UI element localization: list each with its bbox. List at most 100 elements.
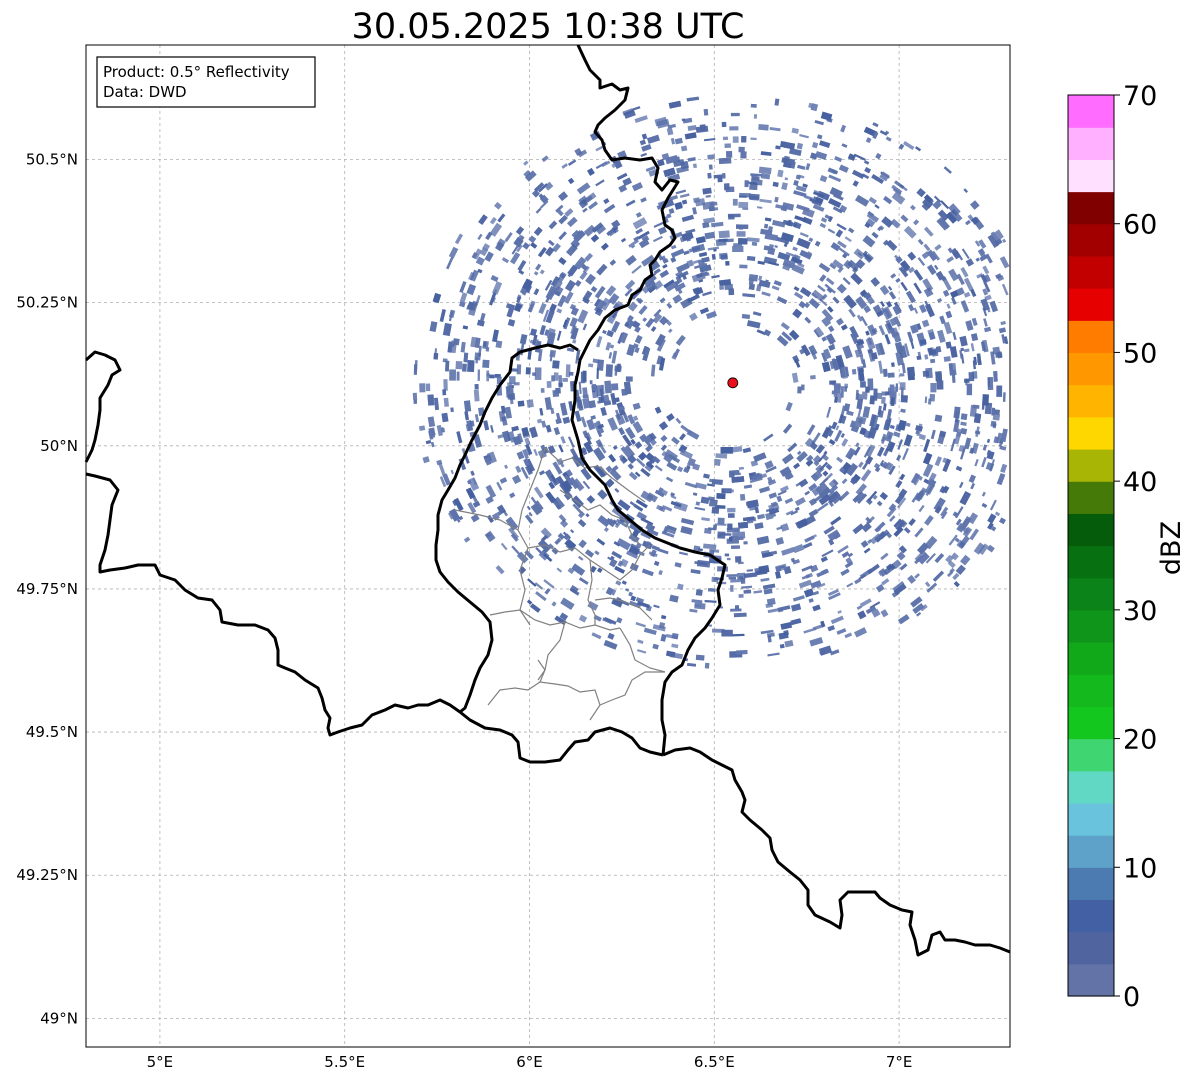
echo-cell	[628, 301, 638, 312]
echo-cell	[885, 531, 893, 539]
echo-cell	[616, 172, 628, 181]
echo-cell	[674, 202, 683, 210]
echo-cell	[474, 414, 480, 423]
echo-cell	[741, 585, 753, 589]
echo-cell	[856, 398, 864, 410]
echo-cell	[517, 433, 524, 443]
echo-cell	[873, 388, 878, 401]
echo-cell	[834, 429, 843, 442]
echo-cell	[618, 184, 628, 193]
echo-cell	[880, 609, 889, 618]
echo-cell	[551, 601, 557, 607]
echo-cell	[730, 112, 740, 117]
echo-cell	[987, 513, 997, 524]
echo-cell	[801, 565, 813, 572]
echo-cell	[805, 163, 811, 171]
echo-cell	[552, 461, 563, 475]
echo-cell	[470, 513, 480, 523]
echo-cell	[990, 351, 996, 365]
echo-cell	[519, 333, 528, 345]
echo-cell	[707, 246, 720, 251]
echo-cell	[521, 426, 530, 437]
echo-cell	[544, 329, 550, 336]
echo-cell	[643, 435, 653, 445]
echo-cell	[551, 375, 555, 382]
echo-cell	[560, 436, 566, 444]
echo-cell	[726, 557, 731, 561]
echo-cell	[1000, 463, 1008, 473]
echo-cell	[611, 597, 624, 608]
echo-cell	[861, 359, 867, 368]
echo-cell	[630, 438, 636, 445]
echo-cell	[932, 570, 945, 582]
echo-cell	[901, 363, 906, 374]
echo-cell	[863, 253, 873, 262]
echo-cell	[818, 487, 832, 499]
echo-cell	[704, 662, 710, 669]
echo-cell	[434, 348, 438, 359]
echo-cell	[628, 545, 640, 556]
echo-cell	[952, 250, 960, 258]
echo-cell	[646, 134, 660, 144]
echo-cell	[782, 262, 792, 271]
echo-cell	[864, 292, 872, 300]
echo-cell	[776, 526, 783, 531]
echo-cell	[653, 560, 660, 567]
echo-cell	[817, 284, 826, 293]
echo-cell	[953, 406, 961, 419]
echo-cell	[821, 426, 832, 439]
echo-cell	[864, 222, 871, 229]
echo-cell	[854, 577, 862, 585]
echo-cell	[814, 120, 824, 126]
echo-cell	[520, 466, 529, 479]
echo-cell	[702, 272, 710, 277]
echo-cell	[578, 577, 589, 585]
echo-cell	[993, 436, 999, 444]
echo-cell	[998, 327, 1007, 334]
echo-cell	[453, 497, 464, 512]
echo-cell	[795, 185, 807, 193]
echo-cell	[442, 427, 446, 433]
echo-cell	[942, 278, 952, 291]
echo-cell	[839, 415, 847, 425]
echo-cell	[810, 580, 822, 589]
echo-cell	[739, 264, 748, 269]
echo-cell	[806, 454, 814, 463]
echo-cell	[746, 320, 761, 329]
echo-cell	[534, 182, 545, 192]
echo-cell	[652, 313, 663, 324]
echo-cell	[686, 293, 700, 303]
echo-cell	[916, 323, 922, 331]
echo-cell	[635, 228, 643, 235]
echo-cell	[734, 605, 739, 610]
lat-tick-label: 50°N	[40, 437, 78, 455]
echo-cell	[996, 473, 1006, 486]
echo-cell	[689, 312, 698, 322]
echo-cell	[540, 527, 552, 539]
echo-cell	[692, 163, 698, 169]
echo-cell	[624, 445, 636, 457]
echo-cell	[861, 391, 868, 400]
echo-cell	[796, 450, 808, 463]
colorbar-swatch	[1068, 577, 1114, 611]
echo-cell	[925, 553, 936, 564]
echo-cell	[672, 294, 683, 304]
echo-cell	[569, 317, 578, 328]
echo-cell	[801, 344, 811, 357]
echo-cell	[914, 527, 924, 538]
echo-cell	[708, 164, 713, 170]
echo-cell	[703, 473, 710, 479]
echo-cell	[515, 226, 525, 235]
echo-cell	[943, 356, 951, 362]
echo-cell	[840, 124, 847, 133]
echo-cell	[722, 173, 726, 179]
echo-cell	[826, 406, 832, 418]
echo-cell	[539, 269, 545, 275]
echo-cell	[679, 193, 690, 199]
echo-cell	[788, 329, 800, 341]
echo-cell	[614, 487, 620, 493]
echo-cell	[879, 171, 890, 182]
echo-cell	[603, 527, 609, 533]
echo-cell	[990, 525, 997, 532]
echo-cell	[844, 294, 857, 309]
